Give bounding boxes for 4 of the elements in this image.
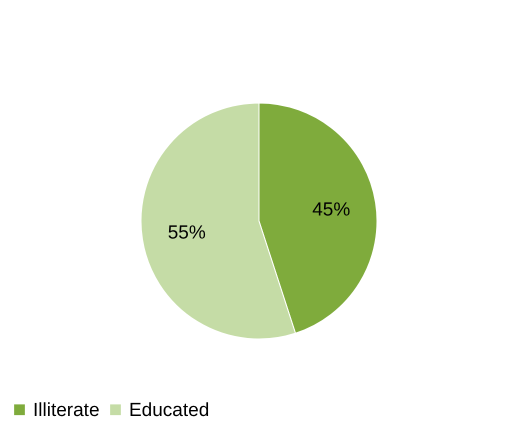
legend-label: Illiterate xyxy=(33,400,100,421)
data-label: 55% xyxy=(168,222,206,244)
legend-label: Educated xyxy=(129,400,210,421)
data-label: 45% xyxy=(312,200,350,221)
